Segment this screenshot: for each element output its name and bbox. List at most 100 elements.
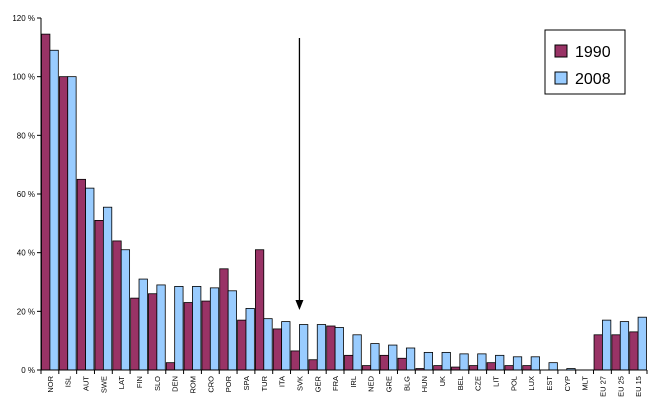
- x-tick-label: HUN: [420, 376, 429, 392]
- y-axis: 0 % 20 % 40 % 60 % 80 % 100 % 120 %: [12, 14, 42, 375]
- bar-2008-EST: [548, 362, 558, 371]
- bar-2008-SPA: [245, 307, 255, 371]
- bar-1990-AUT: [76, 178, 86, 371]
- x-tick-label: LIT: [492, 376, 501, 387]
- bar-2008-ISL: [67, 76, 77, 371]
- bar-2008-POR: [227, 290, 237, 371]
- x-tick-label: LAT: [117, 376, 126, 390]
- bar-1990-ISL: [58, 76, 69, 371]
- x-tick-label: NOR: [46, 375, 55, 392]
- legend-label-1990: 1990: [575, 44, 611, 61]
- x-tick-label: EU 27: [598, 376, 607, 397]
- bar-2008-AUT: [85, 187, 95, 371]
- y-tick-label: 40 %: [17, 249, 35, 258]
- bar-1990-SLO: [148, 293, 158, 371]
- bar-1990-NOR: [41, 33, 51, 371]
- legend-label-2008: 2008: [575, 71, 611, 88]
- x-tick-label: AUT: [82, 376, 91, 391]
- y-tick-label: 80 %: [17, 131, 35, 140]
- x-tick-label: SLO: [153, 376, 162, 391]
- bar-1990-EU-15: [629, 331, 639, 371]
- bar-1990-SVK: [290, 350, 300, 371]
- x-tick-label: POR: [224, 375, 233, 392]
- y-tick-label: 100 %: [12, 73, 35, 82]
- bar-1990-CRO: [201, 300, 211, 371]
- x-tick-label: GER: [313, 375, 322, 392]
- bar-2008-BLG: [405, 347, 416, 371]
- x-tick-label: LUX: [527, 376, 536, 391]
- bar-2008-LAT: [120, 249, 131, 371]
- bar-1990-LAT: [112, 240, 122, 371]
- bar-2008-UK: [441, 351, 451, 371]
- x-tick-label: IRL: [349, 376, 358, 388]
- bar-1990-BLG: [397, 357, 407, 371]
- bar-2008-DEN: [174, 285, 184, 371]
- bar-1990-FRA: [326, 325, 336, 371]
- bar-2008-BEL: [459, 353, 469, 371]
- x-tick-label: DEN: [171, 376, 180, 392]
- bar-2008-SLO: [156, 284, 166, 371]
- bar-2008-ROM: [192, 285, 202, 371]
- x-tick-label: BLG: [402, 376, 411, 391]
- bar-1990-NED: [361, 365, 372, 371]
- x-tick-label: CYP: [563, 376, 572, 391]
- bar-2008-EU-27: [602, 319, 612, 371]
- x-tick-label: NED: [367, 375, 376, 391]
- x-tick-label: POL: [509, 376, 518, 391]
- x-tick-label: EU 15: [634, 376, 643, 397]
- bar-1990-LUX: [522, 365, 532, 371]
- x-tick-label: ROM: [189, 376, 198, 394]
- bar-1990-IRL: [344, 354, 354, 371]
- bar-2008-LUX: [530, 356, 540, 371]
- x-tick-label: SWE: [99, 376, 108, 393]
- x-tick-label: EU 25: [616, 376, 625, 397]
- bar-1990-DEN: [165, 362, 176, 371]
- bar-2008-IRL: [352, 334, 362, 371]
- bar-2008-FIN: [138, 278, 148, 371]
- bar-2008-FRA: [334, 327, 344, 371]
- x-tick-label: CZE: [474, 376, 483, 391]
- x-tick-label: FIN: [135, 376, 144, 388]
- legend-swatch-2008: [554, 71, 568, 85]
- bar-2008-POL: [512, 356, 523, 371]
- bar-2008-NOR: [49, 49, 59, 371]
- bar-1990-GRE: [379, 354, 389, 371]
- x-tick-label: GRE: [385, 376, 394, 392]
- y-tick-label: 60 %: [17, 190, 35, 199]
- y-tick-label: 20 %: [17, 307, 35, 316]
- x-tick-label: CRO: [206, 376, 215, 393]
- bar-2008-CZE: [477, 353, 487, 371]
- bar-1990-GER: [308, 359, 318, 371]
- x-tick-label: MLT: [581, 376, 590, 391]
- bar-1990-EU-25: [611, 334, 621, 371]
- bar-1990-POL: [504, 365, 514, 371]
- bar-2008-CRO: [209, 287, 220, 371]
- x-tick-label: ISL: [64, 376, 73, 387]
- y-tick-label: 120 %: [12, 14, 35, 23]
- bar-2008-EU-25: [619, 321, 630, 371]
- bar-1990-CZE: [468, 365, 479, 371]
- bar-2008-TUR: [263, 318, 273, 371]
- bar-1990-EU-27: [593, 334, 603, 371]
- bar-1990-ROM: [183, 302, 193, 371]
- bar-1990-POR: [219, 268, 229, 371]
- x-tick-label: ITA: [278, 376, 287, 387]
- bar-2008-NED: [370, 343, 380, 371]
- x-tick-label: FRA: [331, 376, 340, 391]
- bar-2008-EU-15: [637, 316, 647, 371]
- x-axis: NOR ISL AUT SWE LAT FIN SLO DEN ROM CRO POR SPA TUR I…: [40, 369, 648, 397]
- x-tick-label: SVK: [295, 376, 304, 391]
- bar-1990-SWE: [94, 219, 104, 371]
- bar-1990-TUR: [254, 249, 265, 371]
- y-tick-label: 0 %: [21, 366, 35, 375]
- legend: 1990 2008: [544, 29, 626, 95]
- x-tick-label: TUR: [260, 375, 269, 391]
- bar-2008-HUN: [423, 351, 434, 371]
- annotation-arrow-head: [295, 300, 304, 310]
- bar-1990-LIT: [486, 362, 496, 371]
- annotation: [295, 38, 304, 310]
- x-tick-label: UK: [438, 376, 447, 386]
- bar-2008-SWE: [102, 206, 113, 371]
- bar-2008-SVK: [299, 324, 309, 371]
